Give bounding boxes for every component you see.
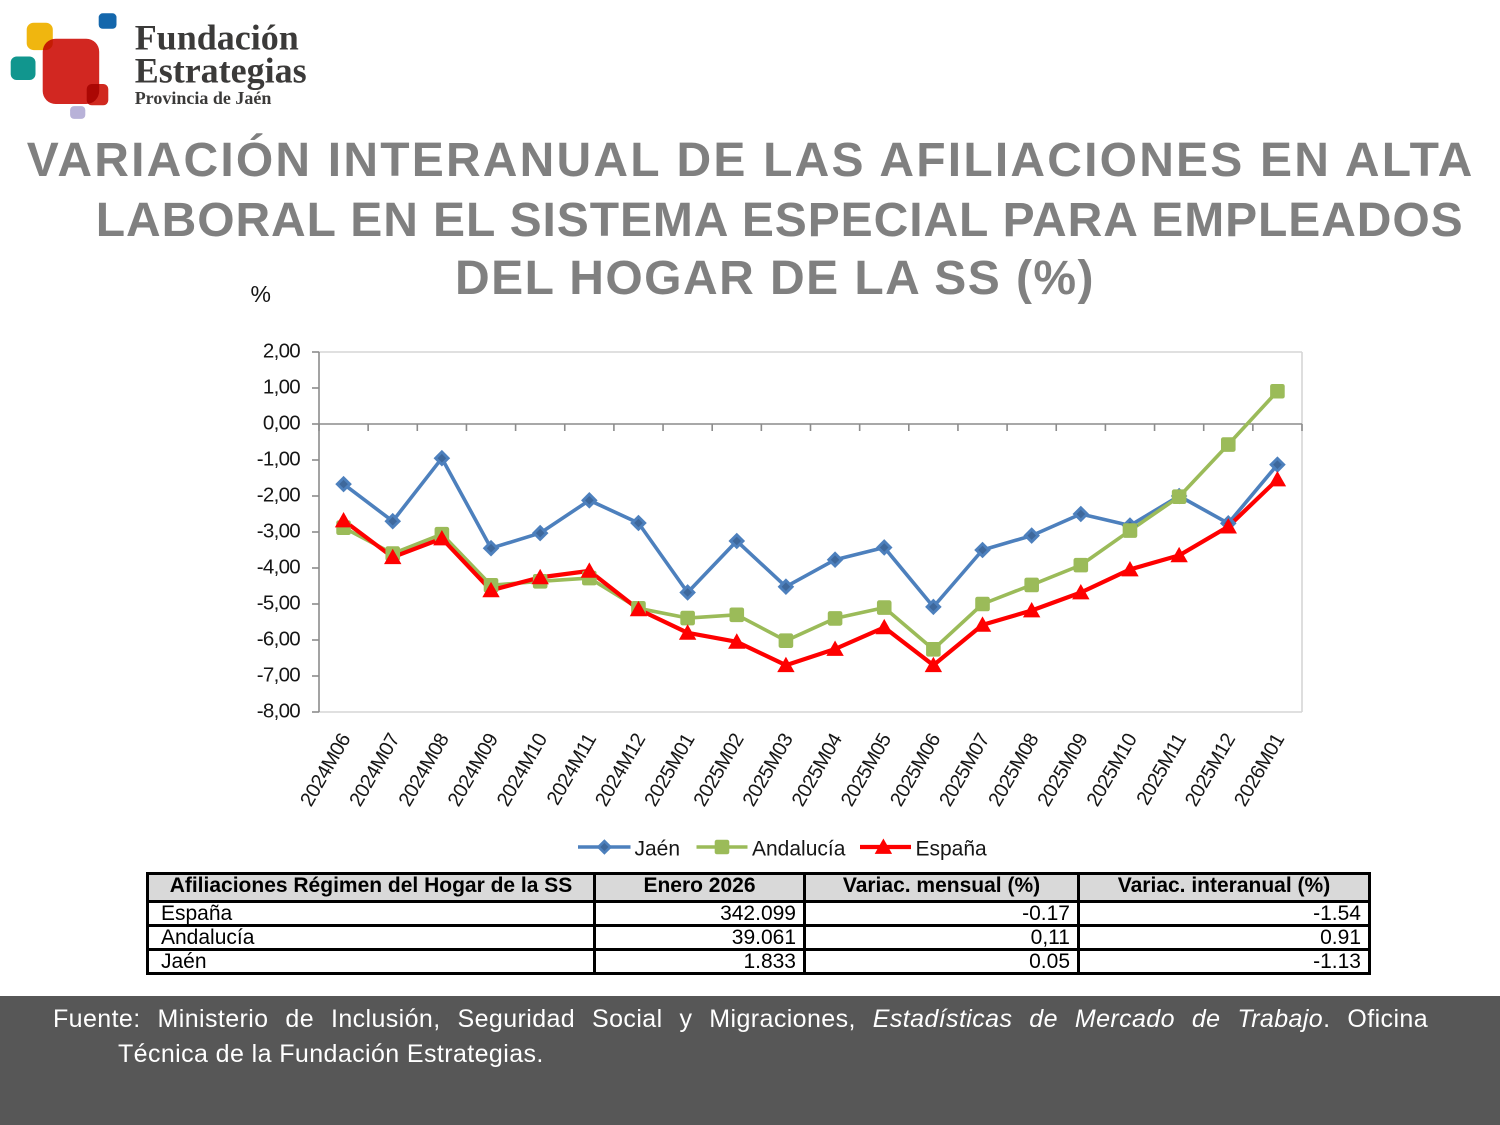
svg-text:España: España <box>916 837 988 860</box>
svg-text:-2,00: -2,00 <box>257 483 301 506</box>
svg-text:-8,00: -8,00 <box>257 699 301 722</box>
svg-text:0,00: 0,00 <box>263 411 300 434</box>
svg-text:-4,00: -4,00 <box>257 555 301 578</box>
svg-text:Jaén: Jaén <box>635 837 681 860</box>
svg-text:-1,00: -1,00 <box>257 447 301 470</box>
svg-text:Fundación: Fundación <box>135 17 299 57</box>
svg-text:Estrategias: Estrategias <box>135 51 307 91</box>
svg-text:Andalucía: Andalucía <box>752 837 846 860</box>
svg-text:1,00: 1,00 <box>263 375 300 398</box>
svg-text:%: % <box>251 281 271 307</box>
svg-text:Provincia de Jaén: Provincia de Jaén <box>135 88 272 108</box>
svg-text:-7,00: -7,00 <box>257 663 301 686</box>
svg-text:-5,00: -5,00 <box>257 591 301 614</box>
svg-text:-3,00: -3,00 <box>257 519 301 542</box>
svg-text:2,00: 2,00 <box>263 339 300 362</box>
svg-text:-6,00: -6,00 <box>257 627 301 650</box>
